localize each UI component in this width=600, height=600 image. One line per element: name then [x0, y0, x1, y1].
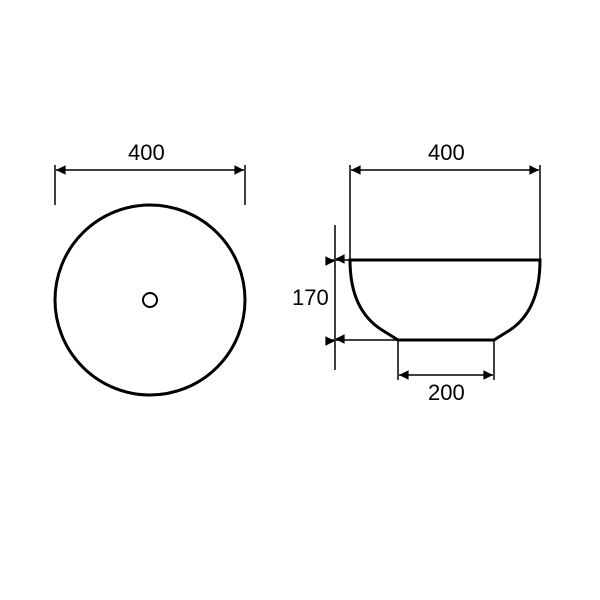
drain-circle — [143, 293, 157, 307]
side-view-top-width-dimension — [350, 165, 540, 260]
side-view-bottom-width-dimension — [398, 340, 494, 380]
top-view-width-dimension — [55, 165, 245, 205]
outer-circle — [55, 205, 245, 395]
side-top-width-label: 400 — [428, 140, 465, 166]
side-view-height-dimension — [330, 225, 397, 370]
top-view — [55, 165, 245, 395]
side-height-label: 170 — [292, 285, 329, 311]
side-bottom-width-label: 200 — [428, 380, 465, 406]
top-view-width-label: 400 — [128, 140, 165, 166]
side-view — [330, 165, 540, 380]
basin-profile — [350, 260, 540, 340]
